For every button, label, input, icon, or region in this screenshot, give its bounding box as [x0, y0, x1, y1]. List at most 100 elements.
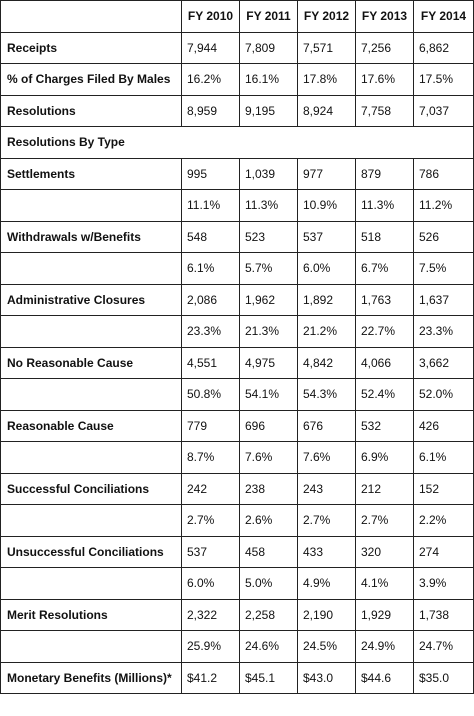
- row-label: Resolutions By Type: [0, 126, 474, 159]
- table-row: Unsuccessful Conciliations 537 458 433 320 27…: [0, 535, 474, 568]
- value-cell: 4.9%: [297, 567, 356, 600]
- value-cell: 2.7%: [181, 504, 240, 537]
- header-row: FY 2010 FY 2011 FY 2012 FY 2013 FY 2014: [0, 0, 474, 33]
- value-cell: 977: [297, 157, 356, 190]
- value-cell: 879: [355, 157, 414, 190]
- value-cell: 1,738: [413, 598, 474, 631]
- value-cell: 1,962: [239, 283, 298, 316]
- row-label: Settlements: [0, 157, 182, 190]
- table-row: 8.7% 7.6% 7.6% 6.9% 6.1%: [0, 441, 474, 474]
- table-body: FY 2010 FY 2011 FY 2012 FY 2013 FY 2014 Recei…: [0, 0, 474, 694]
- value-cell: 22.7%: [355, 315, 414, 348]
- value-cell: 4.1%: [355, 567, 414, 600]
- row-label: % of Charges Filed By Males: [0, 63, 182, 96]
- value-cell: 320: [355, 535, 414, 568]
- value-cell: $35.0: [413, 661, 474, 694]
- row-label: Resolutions: [0, 94, 182, 127]
- value-cell: 25.9%: [181, 630, 240, 663]
- table-row: 50.8% 54.1% 54.3% 52.4% 52.0%: [0, 378, 474, 411]
- value-cell: 2,190: [297, 598, 356, 631]
- value-cell: 526: [413, 220, 474, 253]
- value-cell: 7,571: [297, 31, 356, 64]
- table-row: 25.9% 24.6% 24.5% 24.9% 24.7%: [0, 630, 474, 663]
- value-cell: 52.0%: [413, 378, 474, 411]
- row-label: Administrative Closures: [0, 283, 182, 316]
- table-row: Administrative Closures 2,086 1,962 1,892 1,…: [0, 283, 474, 316]
- table-row: Reasonable Cause 779 696 676 532 426: [0, 409, 474, 442]
- value-cell: 1,039: [239, 157, 298, 190]
- row-label: Withdrawals w/Benefits: [0, 220, 182, 253]
- value-cell: 676: [297, 409, 356, 442]
- row-label: No Reasonable Cause: [0, 346, 182, 379]
- column-header: FY 2012: [297, 0, 356, 33]
- table-row: % of Charges Filed By Males 16.2% 16.1% 17.…: [0, 63, 474, 96]
- value-cell: 24.9%: [355, 630, 414, 663]
- value-cell: $44.6: [355, 661, 414, 694]
- value-cell: 4,551: [181, 346, 240, 379]
- data-table: FY 2010 FY 2011 FY 2012 FY 2013 FY 2014 Recei…: [0, 0, 474, 694]
- value-cell: 11.1%: [181, 189, 240, 222]
- value-cell: $43.0: [297, 661, 356, 694]
- value-cell: 3.9%: [413, 567, 474, 600]
- row-label: Merit Resolutions: [0, 598, 182, 631]
- row-label: [0, 630, 182, 663]
- value-cell: 2,086: [181, 283, 240, 316]
- value-cell: 54.3%: [297, 378, 356, 411]
- value-cell: 242: [181, 472, 240, 505]
- value-cell: $45.1: [239, 661, 298, 694]
- value-cell: 458: [239, 535, 298, 568]
- value-cell: 1,763: [355, 283, 414, 316]
- value-cell: 23.3%: [413, 315, 474, 348]
- value-cell: 696: [239, 409, 298, 442]
- value-cell: 5.7%: [239, 252, 298, 285]
- value-cell: 6.0%: [181, 567, 240, 600]
- value-cell: 16.2%: [181, 63, 240, 96]
- value-cell: 23.3%: [181, 315, 240, 348]
- value-cell: 523: [239, 220, 298, 253]
- value-cell: 11.3%: [239, 189, 298, 222]
- table-row: 2.7% 2.6% 2.7% 2.7% 2.2%: [0, 504, 474, 537]
- value-cell: 433: [297, 535, 356, 568]
- value-cell: 17.5%: [413, 63, 474, 96]
- row-label: [0, 252, 182, 285]
- row-label: [0, 504, 182, 537]
- value-cell: 243: [297, 472, 356, 505]
- value-cell: 238: [239, 472, 298, 505]
- value-cell: 50.8%: [181, 378, 240, 411]
- value-cell: 6.7%: [355, 252, 414, 285]
- table-row: 6.1% 5.7% 6.0% 6.7% 7.5%: [0, 252, 474, 285]
- value-cell: 21.2%: [297, 315, 356, 348]
- value-cell: 9,195: [239, 94, 298, 127]
- value-cell: 548: [181, 220, 240, 253]
- value-cell: 212: [355, 472, 414, 505]
- value-cell: 152: [413, 472, 474, 505]
- row-label: Receipts: [0, 31, 182, 64]
- table-row: 6.0% 5.0% 4.9% 4.1% 3.9%: [0, 567, 474, 600]
- column-header: FY 2014: [413, 0, 474, 33]
- value-cell: 24.7%: [413, 630, 474, 663]
- value-cell: 8,959: [181, 94, 240, 127]
- value-cell: 2,322: [181, 598, 240, 631]
- value-cell: 17.8%: [297, 63, 356, 96]
- value-cell: 4,842: [297, 346, 356, 379]
- value-cell: 537: [181, 535, 240, 568]
- value-cell: 7,256: [355, 31, 414, 64]
- value-cell: 786: [413, 157, 474, 190]
- value-cell: 1,637: [413, 283, 474, 316]
- corner-cell: [0, 0, 182, 33]
- value-cell: 7,944: [181, 31, 240, 64]
- table-row: Monetary Benefits (Millions)* $41.2 $45.1 $…: [0, 661, 474, 694]
- value-cell: 24.6%: [239, 630, 298, 663]
- row-label: Monetary Benefits (Millions)*: [0, 661, 182, 694]
- value-cell: 6.9%: [355, 441, 414, 474]
- value-cell: 1,929: [355, 598, 414, 631]
- table-row: 11.1% 11.3% 10.9% 11.3% 11.2%: [0, 189, 474, 222]
- value-cell: 11.2%: [413, 189, 474, 222]
- row-label: [0, 189, 182, 222]
- value-cell: 4,975: [239, 346, 298, 379]
- value-cell: 995: [181, 157, 240, 190]
- value-cell: 5.0%: [239, 567, 298, 600]
- value-cell: 7,758: [355, 94, 414, 127]
- value-cell: 6.1%: [413, 441, 474, 474]
